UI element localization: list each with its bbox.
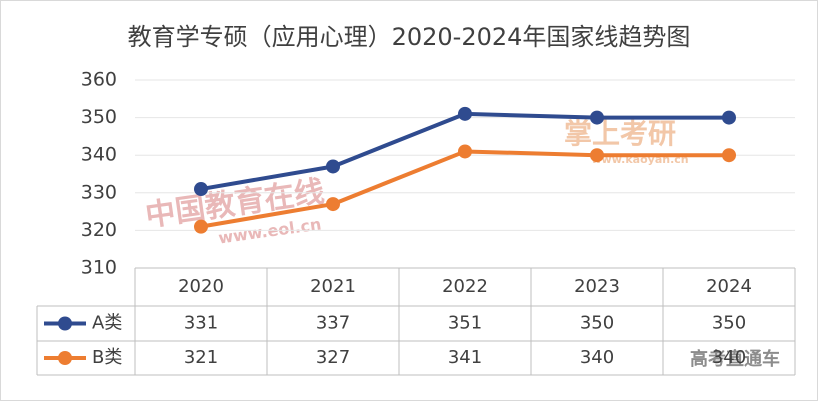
table-value: 350 [580, 313, 614, 334]
data-point [194, 182, 208, 197]
table-value: 327 [316, 347, 350, 368]
chart-title: 教育学专硕（应用心理）2020-2024年国家线趋势图 [128, 23, 691, 51]
x-tick-label: 2021 [310, 276, 356, 297]
y-tick-label: 340 [81, 144, 117, 166]
legend-label: B类 [92, 347, 122, 368]
y-tick-label: 330 [81, 181, 117, 203]
y-tick-label: 360 [81, 69, 117, 91]
legend-label: A类 [92, 313, 122, 334]
watermark: 掌上考研 [564, 117, 676, 150]
y-tick-label: 310 [81, 257, 117, 279]
watermark: 高考直通车 [690, 348, 780, 370]
data-point [590, 110, 604, 125]
x-tick-label: 2022 [442, 276, 488, 297]
table-value: 350 [712, 313, 746, 334]
table-value: 331 [184, 313, 218, 334]
table-value: 337 [316, 313, 350, 334]
table-value: 351 [448, 313, 482, 334]
table-value: 321 [184, 347, 218, 368]
y-tick-label: 350 [81, 106, 117, 128]
data-point [194, 219, 208, 234]
x-tick-label: 2020 [178, 276, 224, 297]
y-tick-label: 320 [81, 219, 117, 241]
data-point [458, 106, 472, 121]
x-tick-label: 2023 [574, 276, 620, 297]
data-point [722, 110, 736, 125]
legend-marker [58, 351, 72, 365]
data-point [722, 148, 736, 163]
data-point [590, 148, 604, 163]
legend-marker [58, 316, 72, 331]
data-point [326, 197, 340, 212]
table-value: 340 [712, 347, 746, 368]
data-point [458, 144, 472, 159]
x-tick-label: 2024 [706, 276, 752, 297]
table-value: 340 [580, 347, 614, 368]
data-point [326, 159, 340, 174]
table-value: 341 [448, 347, 482, 368]
